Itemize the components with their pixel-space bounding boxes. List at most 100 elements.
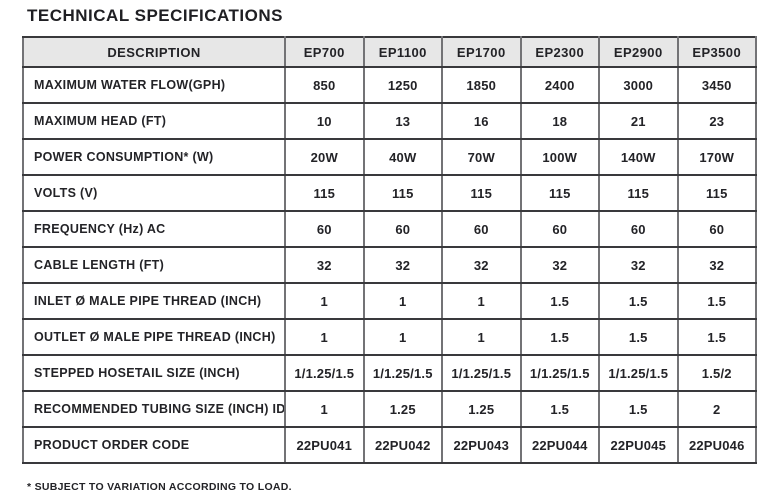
row-label: POWER CONSUMPTION* (W) xyxy=(22,138,286,176)
table-cell: 32 xyxy=(519,246,600,284)
row-label: FREQUENCY (Hz) AC xyxy=(22,210,286,248)
table-cell: 70W xyxy=(441,138,522,176)
row-label: VOLTS (V) xyxy=(22,174,286,212)
table-cell: 21 xyxy=(598,102,679,140)
table-cell: 32 xyxy=(362,246,443,284)
table-cell: 1.25 xyxy=(362,390,443,428)
table-cell: 32 xyxy=(676,246,757,284)
table-cell: 40W xyxy=(362,138,443,176)
table-cell: 1 xyxy=(284,318,365,356)
table-cell: 60 xyxy=(598,210,679,248)
table-row: OUTLET Ø MALE PIPE THREAD (INCH) 1 1 1 1.5 1.… xyxy=(22,318,757,356)
table-cell: 22PU044 xyxy=(519,426,600,464)
row-label: STEPPED HOSETAIL SIZE (INCH) xyxy=(22,354,286,392)
table-cell: 1.5 xyxy=(598,282,679,320)
table-body: MAXIMUM WATER FLOW(GPH) 850 1250 1850 2400 30… xyxy=(22,66,757,464)
table-cell: 115 xyxy=(676,174,757,212)
table-row: FREQUENCY (Hz) AC 60 60 60 60 60 60 xyxy=(22,210,757,248)
table-cell: 850 xyxy=(284,66,365,104)
table-cell: 1.5 xyxy=(598,318,679,356)
table-row: CABLE LENGTH (FT) 32 32 32 32 32 32 xyxy=(22,246,757,284)
table-cell: 20W xyxy=(284,138,365,176)
table-cell: 23 xyxy=(676,102,757,140)
row-label: CABLE LENGTH (FT) xyxy=(22,246,286,284)
table-row: STEPPED HOSETAIL SIZE (INCH) 1/1.25/1.5 1/… xyxy=(22,354,757,392)
row-label: OUTLET Ø MALE PIPE THREAD (INCH) xyxy=(22,318,286,356)
table-row: VOLTS (V) 115 115 115 115 115 115 xyxy=(22,174,757,212)
table-cell: 1/1.25/1.5 xyxy=(362,354,443,392)
column-header-ep1100: EP1100 xyxy=(362,36,443,68)
table-cell: 60 xyxy=(362,210,443,248)
table-row: MAXIMUM WATER FLOW(GPH) 850 1250 1850 2400 30… xyxy=(22,66,757,104)
table-row: INLET Ø MALE PIPE THREAD (INCH) 1 1 1 1.5 1.5… xyxy=(22,282,757,320)
table-row: POWER CONSUMPTION* (W) 20W 40W 70W 100W 140W 1… xyxy=(22,138,757,176)
table-cell: 1 xyxy=(284,282,365,320)
column-header-ep2300: EP2300 xyxy=(519,36,600,68)
table-cell: 32 xyxy=(598,246,679,284)
column-header-description: DESCRIPTION xyxy=(22,36,286,68)
table-cell: 1 xyxy=(362,318,443,356)
table-row: MAXIMUM HEAD (FT) 10 13 16 18 21 23 xyxy=(22,102,757,140)
table-cell: 1.5 xyxy=(598,390,679,428)
table-cell: 22PU042 xyxy=(362,426,443,464)
row-label: RECOMMENDED TUBING SIZE (INCH) ID xyxy=(22,390,286,428)
table-cell: 1/1.25/1.5 xyxy=(598,354,679,392)
table-cell: 60 xyxy=(441,210,522,248)
row-label: MAXIMUM WATER FLOW(GPH) xyxy=(22,66,286,104)
table-cell: 22PU045 xyxy=(598,426,679,464)
table-cell: 1/1.25/1.5 xyxy=(284,354,365,392)
table-cell: 1 xyxy=(441,282,522,320)
table-cell: 1250 xyxy=(362,66,443,104)
table-header-row: DESCRIPTION EP700 EP1100 EP1700 EP2300 EP2900… xyxy=(22,36,757,68)
table-cell: 115 xyxy=(284,174,365,212)
table-cell: 13 xyxy=(362,102,443,140)
row-label: PRODUCT ORDER CODE xyxy=(22,426,286,464)
table-row: RECOMMENDED TUBING SIZE (INCH) ID 1 1.25 1.… xyxy=(22,390,757,428)
table-cell: 140W xyxy=(598,138,679,176)
table-cell: 2 xyxy=(676,390,757,428)
table-cell: 100W xyxy=(519,138,600,176)
table-cell: 1.5/2 xyxy=(676,354,757,392)
table-cell: 1.5 xyxy=(676,282,757,320)
column-header-ep1700: EP1700 xyxy=(441,36,522,68)
row-label: MAXIMUM HEAD (FT) xyxy=(22,102,286,140)
table-cell: 1.25 xyxy=(441,390,522,428)
table-cell: 10 xyxy=(284,102,365,140)
table-cell: 1.5 xyxy=(676,318,757,356)
table-cell: 1/1.25/1.5 xyxy=(519,354,600,392)
table-cell: 3450 xyxy=(676,66,757,104)
table-cell: 3000 xyxy=(598,66,679,104)
table-cell: 22PU046 xyxy=(676,426,757,464)
table-cell: 60 xyxy=(284,210,365,248)
table-cell: 1 xyxy=(284,390,365,428)
table-row: PRODUCT ORDER CODE 22PU041 22PU042 22PU043 2… xyxy=(22,426,757,464)
page-title: TECHNICAL SPECIFICATIONS xyxy=(27,6,283,25)
table-cell: 1 xyxy=(441,318,522,356)
table-cell: 60 xyxy=(676,210,757,248)
table-cell: 1.5 xyxy=(519,282,600,320)
table-cell: 1.5 xyxy=(519,318,600,356)
table-cell: 2400 xyxy=(519,66,600,104)
table-cell: 60 xyxy=(519,210,600,248)
table-cell: 115 xyxy=(441,174,522,212)
footnote: * SUBJECT TO VARIATION ACCORDING TO LOAD… xyxy=(27,481,292,493)
column-header-ep700: EP700 xyxy=(284,36,365,68)
spec-table: DESCRIPTION EP700 EP1100 EP1700 EP2300 EP2900… xyxy=(22,36,757,464)
table-cell: 1850 xyxy=(441,66,522,104)
table-cell: 22PU043 xyxy=(441,426,522,464)
column-header-ep3500: EP3500 xyxy=(676,36,757,68)
table-cell: 1/1.25/1.5 xyxy=(441,354,522,392)
table-cell: 1 xyxy=(362,282,443,320)
table-cell: 115 xyxy=(362,174,443,212)
table-cell: 32 xyxy=(284,246,365,284)
table-cell: 1.5 xyxy=(519,390,600,428)
table-cell: 18 xyxy=(519,102,600,140)
table-cell: 22PU041 xyxy=(284,426,365,464)
table-cell: 170W xyxy=(676,138,757,176)
table-cell: 115 xyxy=(598,174,679,212)
table-cell: 32 xyxy=(441,246,522,284)
table-cell: 16 xyxy=(441,102,522,140)
table-cell: 115 xyxy=(519,174,600,212)
column-header-ep2900: EP2900 xyxy=(598,36,679,68)
